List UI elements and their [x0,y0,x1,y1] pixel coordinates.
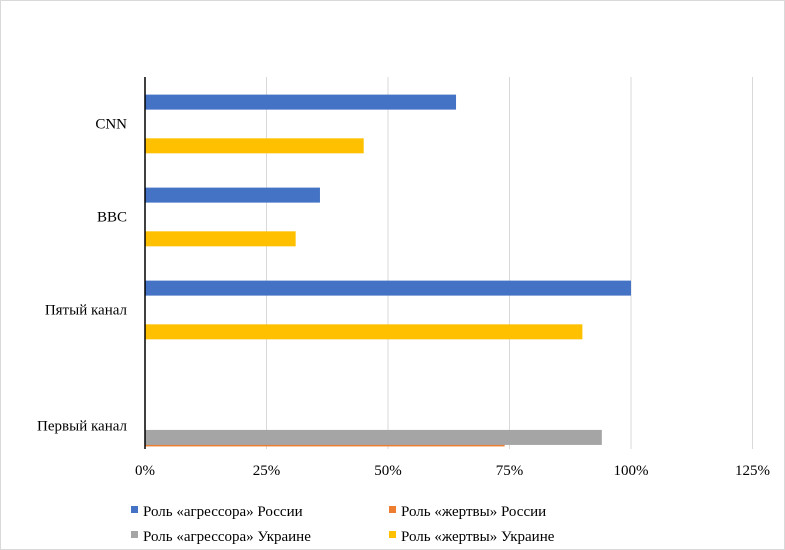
legend-item: Роль «жертвы» России [389,504,546,520]
value-tick-label: 100% [614,463,649,479]
bars [145,94,631,447]
bar [145,138,364,154]
legend-label: Роль «агрессора» России [143,504,303,520]
legend-swatch [389,506,396,513]
bar [145,324,583,340]
legend-item: Роль «агрессора» Украине [131,529,311,545]
bar [145,187,320,203]
legend-item: Роль «жертвы» Украине [389,529,555,545]
bar [145,280,631,296]
legend-label: Роль «жертвы» Украине [401,529,555,545]
bar [145,94,457,110]
legend-swatch [131,506,138,513]
legend-label: Роль «жертвы» России [401,504,546,520]
value-tick-label: 25% [253,463,281,479]
legend: Роль «агрессора» России Роль «жертвы» Рос… [131,504,555,545]
category-label: Пятый канал [45,303,128,319]
value-tick-labels: 0% 25% 50% 75% 100% 125% [135,463,770,479]
category-label: Первый канал [37,419,127,435]
legend-item: Роль «агрессора» России [131,504,303,520]
bar [145,429,602,445]
value-tick-label: 125% [735,463,770,479]
category-label: BBC [97,210,127,226]
category-label: CNN [95,117,127,133]
value-tick-label: 50% [374,463,402,479]
legend-label: Роль «агрессора» Украине [143,529,311,545]
value-tick-label: 0% [135,463,155,479]
value-tick-label: 75% [496,463,524,479]
gridlines [266,77,753,449]
legend-swatch [389,531,396,538]
legend-swatch [131,531,138,538]
bar [145,231,296,247]
category-labels: CNN BBC Пятый канал Первый канал [37,117,127,435]
